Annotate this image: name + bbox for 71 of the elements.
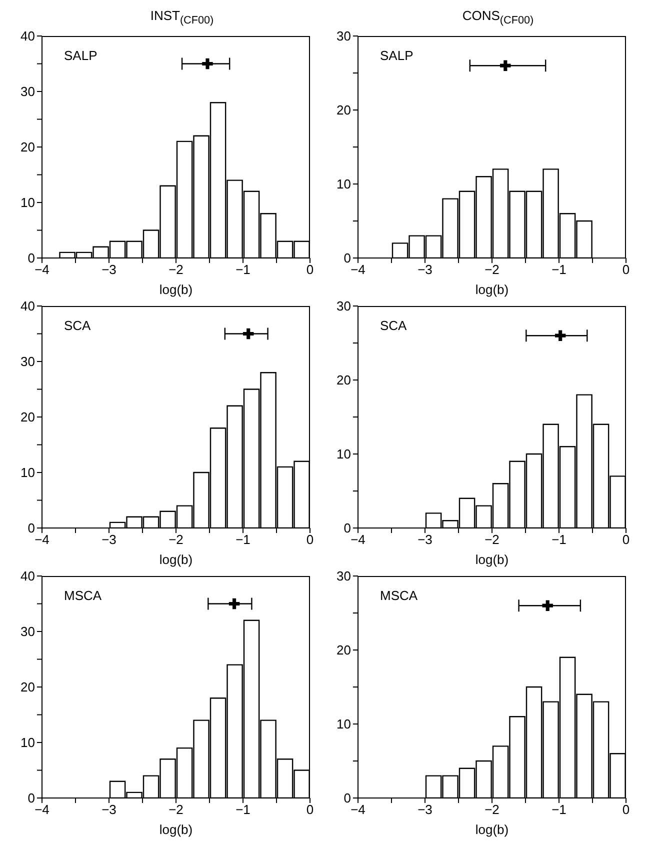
y-tick-label: 20: [20, 140, 35, 155]
x-tick-label: 0: [306, 262, 314, 278]
y-tick-label: 0: [28, 790, 35, 806]
y-tick-label: 0: [28, 250, 35, 266]
x-tick-label: 0: [622, 802, 630, 818]
y-tick-label: 30: [20, 624, 35, 640]
x-tick-label: 0: [306, 532, 314, 548]
x-tick-label: −1: [552, 802, 566, 818]
x-tick-label: −1: [236, 802, 250, 818]
x-axis-title: log(b): [159, 822, 193, 837]
y-tick-label: 20: [336, 372, 351, 388]
y-tick-label: 30: [336, 28, 351, 44]
x-tick-label: −3: [102, 802, 116, 818]
x-tick-label: −2: [168, 262, 184, 278]
x-tick-label: 0: [622, 532, 630, 548]
x-tick-label: −4: [350, 532, 366, 548]
y-tick-label: 20: [20, 680, 35, 695]
x-tick-label: −2: [168, 802, 184, 818]
y-tick-label: 20: [336, 642, 351, 658]
y-tick-label: 0: [344, 790, 351, 806]
y-tick-label: 0: [344, 250, 351, 266]
y-tick-label: 40: [20, 568, 35, 584]
x-tick-label: −3: [418, 532, 432, 548]
x-tick-label: −1: [552, 262, 566, 278]
y-tick-label: 20: [336, 102, 351, 118]
chart-title: CONS$_{(CF00)}$: [461, 8, 535, 28]
x-tick-label: −4: [34, 532, 50, 548]
y-tick-label: 30: [20, 354, 35, 370]
y-tick-label: 10: [336, 716, 351, 732]
x-tick-label: −2: [484, 262, 500, 278]
y-tick-label: 40: [20, 28, 35, 44]
y-tick-label: 30: [336, 298, 351, 314]
x-tick-label: −1: [236, 532, 250, 548]
y-tick-label: 20: [20, 410, 35, 425]
x-tick-label: −4: [34, 802, 50, 818]
x-axis-title: log(b): [159, 282, 193, 297]
annotation: SALP: [380, 48, 414, 63]
x-tick-label: −1: [552, 532, 566, 548]
y-tick-label: 10: [20, 735, 35, 750]
x-tick-label: −4: [34, 262, 50, 278]
annotation: MSCA: [64, 588, 102, 603]
y-tick-label: 10: [20, 465, 35, 480]
x-tick-label: 0: [622, 262, 630, 278]
x-tick-label: −3: [102, 262, 116, 278]
y-tick-label: 0: [344, 520, 351, 536]
annotation: SCA: [64, 318, 91, 333]
annotation: SCA: [380, 318, 407, 333]
y-tick-label: 10: [20, 195, 35, 210]
x-tick-label: −4: [350, 802, 366, 818]
annotation: MSCA: [380, 588, 418, 603]
chart-title: INST$_{(CF00)}$: [149, 8, 215, 28]
annotation: SALP: [64, 48, 98, 63]
x-tick-label: −3: [418, 802, 432, 818]
x-tick-label: 0: [306, 802, 314, 818]
x-tick-label: −2: [484, 802, 500, 818]
x-axis-title: log(b): [475, 282, 509, 297]
y-tick-label: 40: [20, 298, 35, 314]
y-tick-label: 30: [336, 568, 351, 584]
x-tick-label: −1: [236, 262, 250, 278]
y-tick-label: 0: [28, 520, 35, 536]
y-tick-label: 30: [20, 84, 35, 100]
x-axis-title: log(b): [475, 552, 509, 567]
x-tick-label: −3: [102, 532, 116, 548]
x-tick-label: −4: [350, 262, 366, 278]
x-axis-title: log(b): [159, 552, 193, 567]
y-tick-label: 10: [336, 446, 351, 462]
y-tick-label: 10: [336, 176, 351, 192]
x-tick-label: −2: [168, 532, 184, 548]
x-tick-label: −3: [418, 262, 432, 278]
x-tick-label: −2: [484, 532, 500, 548]
x-axis-title: log(b): [475, 822, 509, 837]
